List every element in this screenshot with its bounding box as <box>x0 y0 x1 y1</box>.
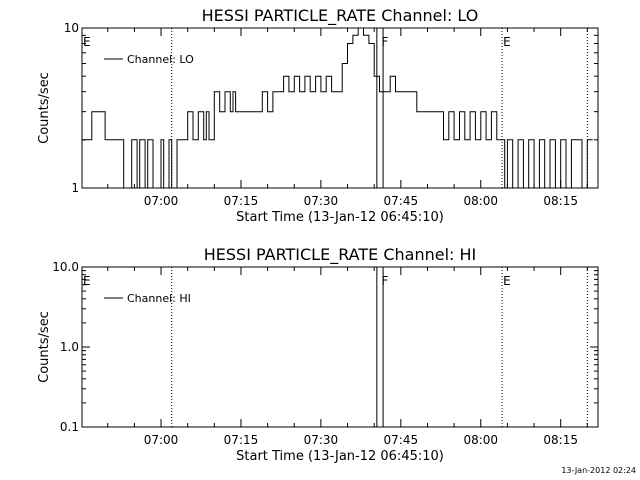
x-tick-label: 07:00 <box>144 433 179 447</box>
plot-frame <box>81 266 599 428</box>
chart-title: HESSI PARTICLE_RATE Channel: HI <box>204 245 477 265</box>
event-marker-label: F <box>381 35 388 49</box>
x-tick-label: 08:00 <box>463 433 498 447</box>
plot-frame <box>81 27 599 189</box>
y-tick-label: 10 <box>64 21 79 35</box>
x-tick-label: 07:15 <box>224 433 259 447</box>
y-tick-label: 10.0 <box>52 260 79 274</box>
x-axis-label: Start Time (13-Jan-12 06:45:10) <box>236 210 444 225</box>
timestamp: 13-Jan-2012 02:24 <box>561 466 636 475</box>
event-marker-label: E <box>503 35 511 49</box>
x-tick-label: 07:30 <box>304 433 339 447</box>
y-tick-label: 1 <box>71 181 79 195</box>
y-tick-label: 1.0 <box>60 340 79 354</box>
chart-title: HESSI PARTICLE_RATE Channel: LO <box>202 6 479 26</box>
event-marker-label: E <box>83 274 91 288</box>
x-tick-label: 08:00 <box>463 194 498 208</box>
y-axis-label: Counts/sec <box>37 311 52 383</box>
legend-label: Channel: LO <box>127 53 194 66</box>
x-axis-label: Start Time (13-Jan-12 06:45:10) <box>236 449 444 464</box>
y-tick-label: 0.1 <box>60 420 79 434</box>
series-line <box>82 27 593 189</box>
event-marker-label: E <box>83 35 91 49</box>
x-tick-label: 08:15 <box>543 194 578 208</box>
x-tick-label: 07:15 <box>224 194 259 208</box>
x-tick-label: 07:30 <box>304 194 339 208</box>
y-axis-label: Counts/sec <box>37 72 52 144</box>
x-tick-label: 07:45 <box>384 433 419 447</box>
x-tick-label: 08:15 <box>543 433 578 447</box>
x-tick-label: 07:45 <box>384 194 419 208</box>
event-marker-label: F <box>381 274 388 288</box>
event-marker-label: E <box>503 274 511 288</box>
x-tick-label: 07:00 <box>144 194 179 208</box>
legend-label: Channel: HI <box>127 292 191 305</box>
